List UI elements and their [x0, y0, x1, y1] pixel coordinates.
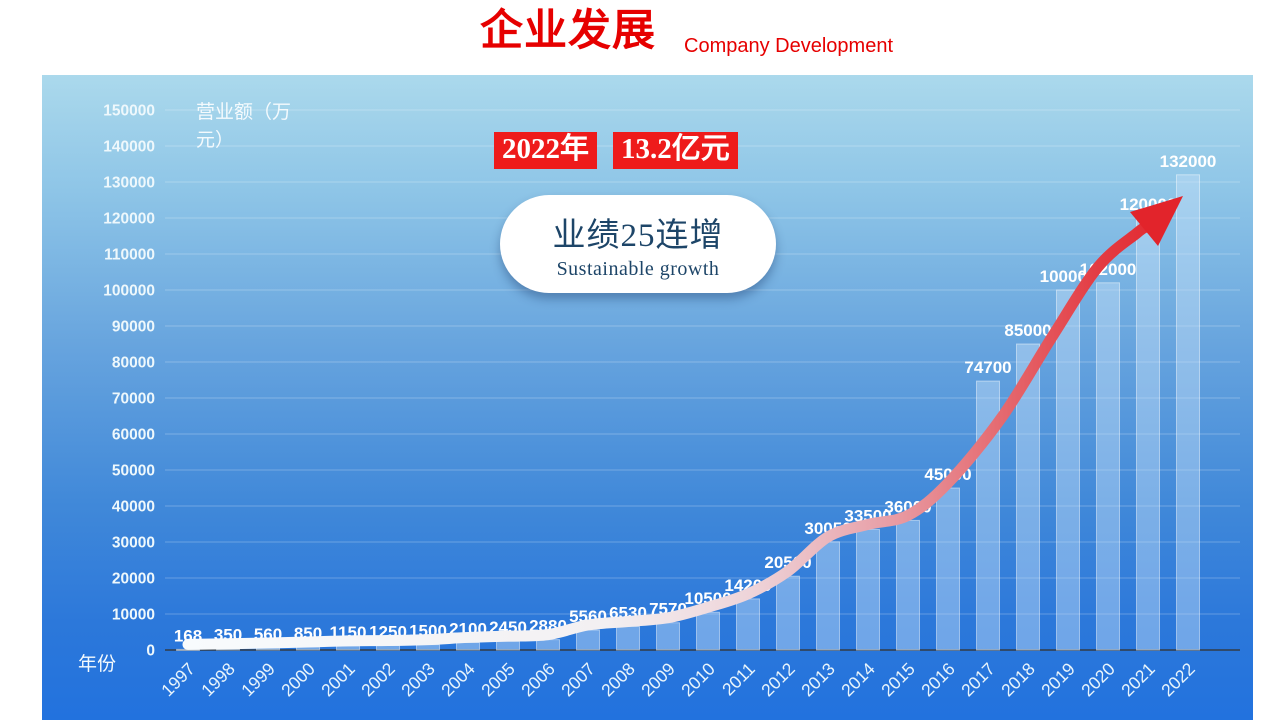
bar: [816, 541, 840, 651]
amount-badge: 13.2亿元: [613, 132, 738, 169]
x-tick-label: 2012: [757, 659, 799, 701]
x-tick-label: 2002: [357, 659, 399, 701]
chart-panel: 0 10000 20000 30000 40000 50000 60000 70000 8000…: [42, 75, 1253, 720]
trend-arrowhead-icon: [1130, 196, 1183, 246]
x-tick-label: 2019: [1037, 659, 1079, 701]
growth-bubble: 业绩25连增 Sustainable growth: [500, 195, 776, 293]
y-tick-label: 20000: [112, 571, 155, 588]
trend-line: [182, 221, 1152, 650]
x-tick-label: 2008: [597, 659, 639, 701]
x-tick-label: 2007: [557, 659, 599, 701]
bar-value-label: 74700: [964, 358, 1011, 377]
bar: [1136, 217, 1160, 651]
y-tick-label: 120000: [103, 211, 155, 228]
y-tick-label: 80000: [112, 355, 155, 372]
bar-value-label: 85000: [1004, 321, 1051, 340]
x-tick-label: 1997: [157, 659, 199, 701]
y-tick-label: 10000: [112, 607, 155, 624]
bar: [896, 519, 920, 651]
x-axis-title: 年份: [78, 654, 117, 675]
year-badge: 2022年: [494, 132, 598, 169]
highlight-badges: 2022年 13.2亿元: [494, 132, 738, 169]
bar: [936, 487, 960, 651]
bar: [656, 622, 680, 651]
x-tick-label: 1998: [197, 659, 239, 701]
bar: [736, 598, 760, 651]
bar: [1056, 289, 1080, 651]
bar: [1096, 282, 1120, 651]
bar: [1016, 343, 1040, 651]
x-tick-label: 2015: [877, 659, 919, 701]
bar: [856, 528, 880, 651]
bar-chart: 0 10000 20000 30000 40000 50000 60000 70000 8000…: [103, 103, 1240, 701]
x-tick-label: 2006: [517, 659, 559, 701]
bar-value-label: 132000: [1160, 152, 1217, 171]
x-tick-label: 2009: [637, 659, 679, 701]
y-tick-label: 150000: [103, 103, 155, 120]
y-tick-label: 0: [146, 643, 155, 660]
x-tick-label: 2018: [997, 659, 1039, 701]
bar: [576, 629, 600, 651]
x-tick-label: 2000: [277, 659, 319, 701]
bar: [696, 611, 720, 651]
bar: [456, 641, 480, 651]
bar: [616, 625, 640, 651]
bar: [536, 639, 560, 651]
x-tick-label: 2022: [1157, 659, 1199, 701]
bar: [376, 645, 400, 651]
y-tick-label: 50000: [112, 463, 155, 480]
x-tick-label: 2020: [1077, 659, 1119, 701]
bar: [1176, 174, 1200, 651]
x-tick-label: 1999: [237, 659, 279, 701]
x-tick-label: 2013: [797, 659, 839, 701]
y-tick-label: 30000: [112, 535, 155, 552]
x-tick-label: 2021: [1117, 659, 1159, 701]
bar: [416, 644, 440, 651]
x-tick-label: 2001: [317, 659, 359, 701]
y-tick-label: 90000: [112, 319, 155, 336]
y-axis-title: 营业额（万元）: [196, 102, 292, 151]
x-tick-label: 2011: [718, 659, 759, 700]
bubble-title: 业绩25连增: [552, 218, 724, 254]
y-tick-label: 140000: [103, 139, 155, 156]
x-tick-label: 2003: [397, 659, 439, 701]
bubble-subtitle: Sustainable growth: [556, 258, 720, 280]
bar: [496, 640, 520, 651]
y-tick-label: 100000: [103, 283, 155, 300]
y-tick-label: 110000: [104, 247, 155, 264]
x-tick-label: 2005: [477, 659, 519, 701]
page-subtitle: Company Development: [684, 35, 893, 57]
y-tick-label: 130000: [103, 175, 155, 192]
bar: [776, 575, 800, 651]
y-tick-label: 40000: [112, 499, 155, 516]
y-tick-label: 70000: [112, 391, 155, 408]
x-tick-label: 2016: [917, 659, 959, 701]
y-tick-label: 60000: [112, 427, 155, 444]
x-tick-label: 2010: [677, 659, 719, 701]
x-tick-label: 2004: [437, 659, 479, 701]
x-tick-label: 2017: [957, 659, 999, 701]
page-title: 企业发展: [480, 7, 656, 55]
x-tick-label: 2014: [837, 659, 879, 701]
